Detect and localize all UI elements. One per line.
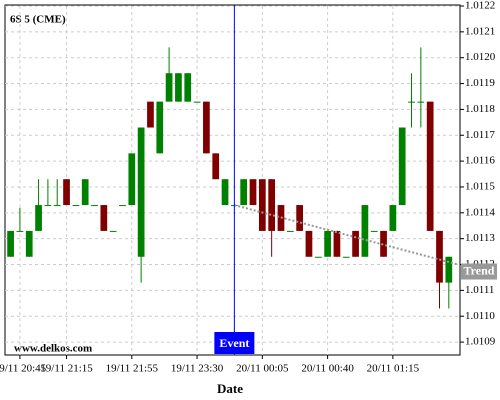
candle-body [53,205,61,207]
candle-body [109,230,117,232]
candle-body [175,73,182,102]
candle-body [286,230,294,232]
candle-body [221,179,229,206]
candle-body [165,73,173,102]
candle-body [128,153,136,206]
candle-body [72,205,80,207]
y-tick-label: 1.0117 [465,129,495,141]
candle-body [249,179,257,206]
candle-body [91,205,98,207]
candle-body [193,101,201,103]
trend-line [234,204,459,266]
candle-body [352,230,359,257]
y-tick-label: 1.0121 [465,25,495,37]
y-tick-label: 1.0114 [465,206,495,218]
x-tick-label: 19/11 21:55 [106,363,159,375]
x-tick-label: 19/11 21:15 [40,363,93,375]
x-tick-label: 20/11 01:15 [367,363,420,375]
y-tick-label: 1.0109 [465,336,496,348]
candle-body [212,153,220,180]
candle-body [426,101,434,231]
candle-body [389,205,397,231]
x-tick-label: 20/11 00:40 [301,363,354,375]
candle-body [398,127,406,206]
candle-body [184,73,192,102]
event-label-box [214,332,255,354]
candle-body [324,230,331,257]
candle-body [203,101,210,154]
x-tick-label: 20/11 00:05 [236,363,289,375]
candle-body [119,205,126,207]
y-tick-label: 1.0120 [465,51,496,63]
candle-body [156,101,164,154]
watermark: www.delkos.com [14,343,92,355]
candle-body [137,127,145,257]
y-tick-label: 1.0118 [465,103,495,115]
candle-body [81,179,89,206]
candle-body [445,256,453,283]
candle-body [7,230,14,257]
candle-body [305,230,313,257]
candle-body [436,230,443,283]
x-tick-label: 19/11 23:30 [171,363,224,375]
candle-body [417,101,425,103]
chart-title: 6S 5 (CME) [10,14,66,26]
x-axis-label: Date [217,381,243,396]
event-label: Event [219,336,249,350]
candle-body [44,205,52,207]
candle-body [380,230,387,257]
trend-label-box [461,263,497,280]
y-tick-label: 1.0116 [465,155,495,167]
candle-body [258,179,266,231]
x-tick-label: 19/11 20:45 [0,363,47,375]
candle-body [100,205,108,231]
y-tick-label: 1.0115 [465,180,495,192]
candle-body [361,205,369,257]
plot-frame [4,4,461,356]
candle-body [314,256,322,258]
candle-body [370,230,378,232]
candle-body [408,101,415,103]
y-tick-label: 1.0113 [465,232,495,244]
candle-body [147,101,154,128]
candle-body [333,230,341,257]
candle-body [296,205,303,231]
trend-label: Trend [464,263,495,277]
candle-body [16,230,24,232]
candle-body [268,179,276,231]
candle-body [25,230,33,257]
y-tick-label: 1.0110 [465,310,495,322]
candle-body [240,179,248,206]
y-tick-label: 1.0111 [465,284,494,296]
candle-body [63,179,70,206]
y-tick-label: 1.0122 [465,0,495,12]
y-tick-label: 1.0119 [465,77,495,89]
candle-body [35,205,42,231]
candle-body [342,256,350,258]
